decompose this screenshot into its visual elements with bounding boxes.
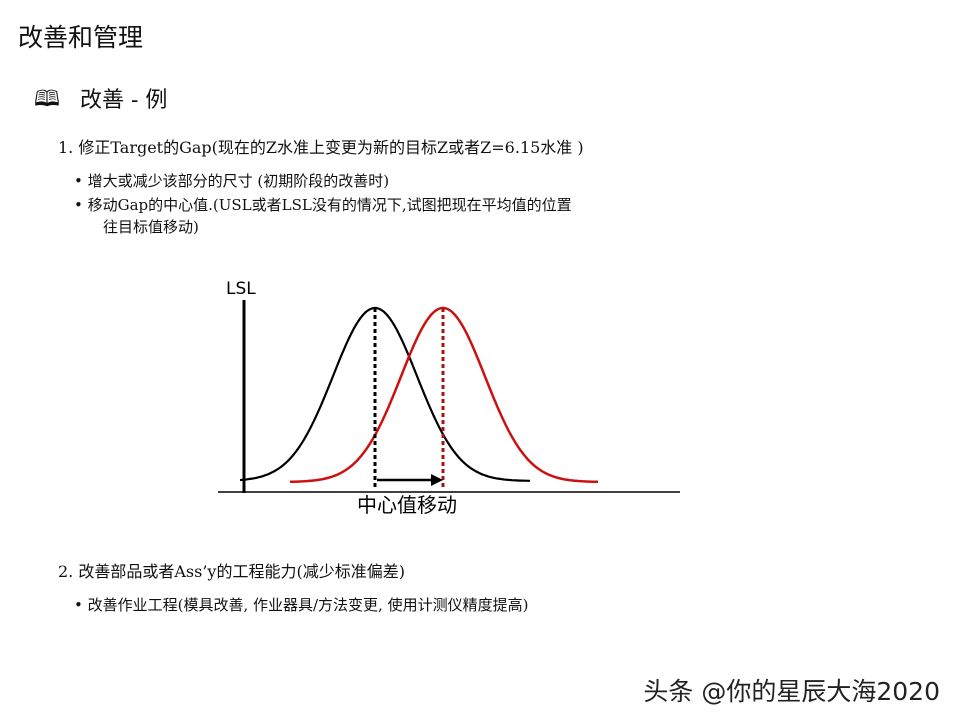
watermark: 头条 @你的星辰大海2020 (643, 677, 940, 706)
item-1-bullet-cont: 往目标值移动) (103, 218, 199, 236)
item-2-label: 2. 改善部品或者Ass’y的工程能力(减少标准偏差) (58, 562, 405, 581)
book-icon: 🕮 (34, 87, 60, 112)
current-distribution-curve (239, 306, 530, 482)
item-1-bullet: • 增大或减少该部分的尺寸 (初期阶段的改善时) (74, 172, 390, 190)
arrow-head-icon (431, 474, 443, 486)
item-1-label: 1. 修正Target的Gap(现在的Z水准上变更为新的目标Z或者Z=6.15水… (58, 138, 584, 157)
page-title: 改善和管理 (18, 23, 144, 52)
section-heading: 改善 - 例 (80, 88, 168, 113)
shift-label: 中心值移动 (357, 493, 457, 517)
item-2-bullet: • 改善作业工程(模具改善, 作业器具/方法变更, 使用计测仪精度提高) (74, 596, 529, 614)
item-1-bullet: • 移动Gap的中心值.(USL或者LSL没有的情况下,试图把现在平均值的位置 (74, 196, 572, 214)
lsl-label: LSL (226, 279, 256, 299)
